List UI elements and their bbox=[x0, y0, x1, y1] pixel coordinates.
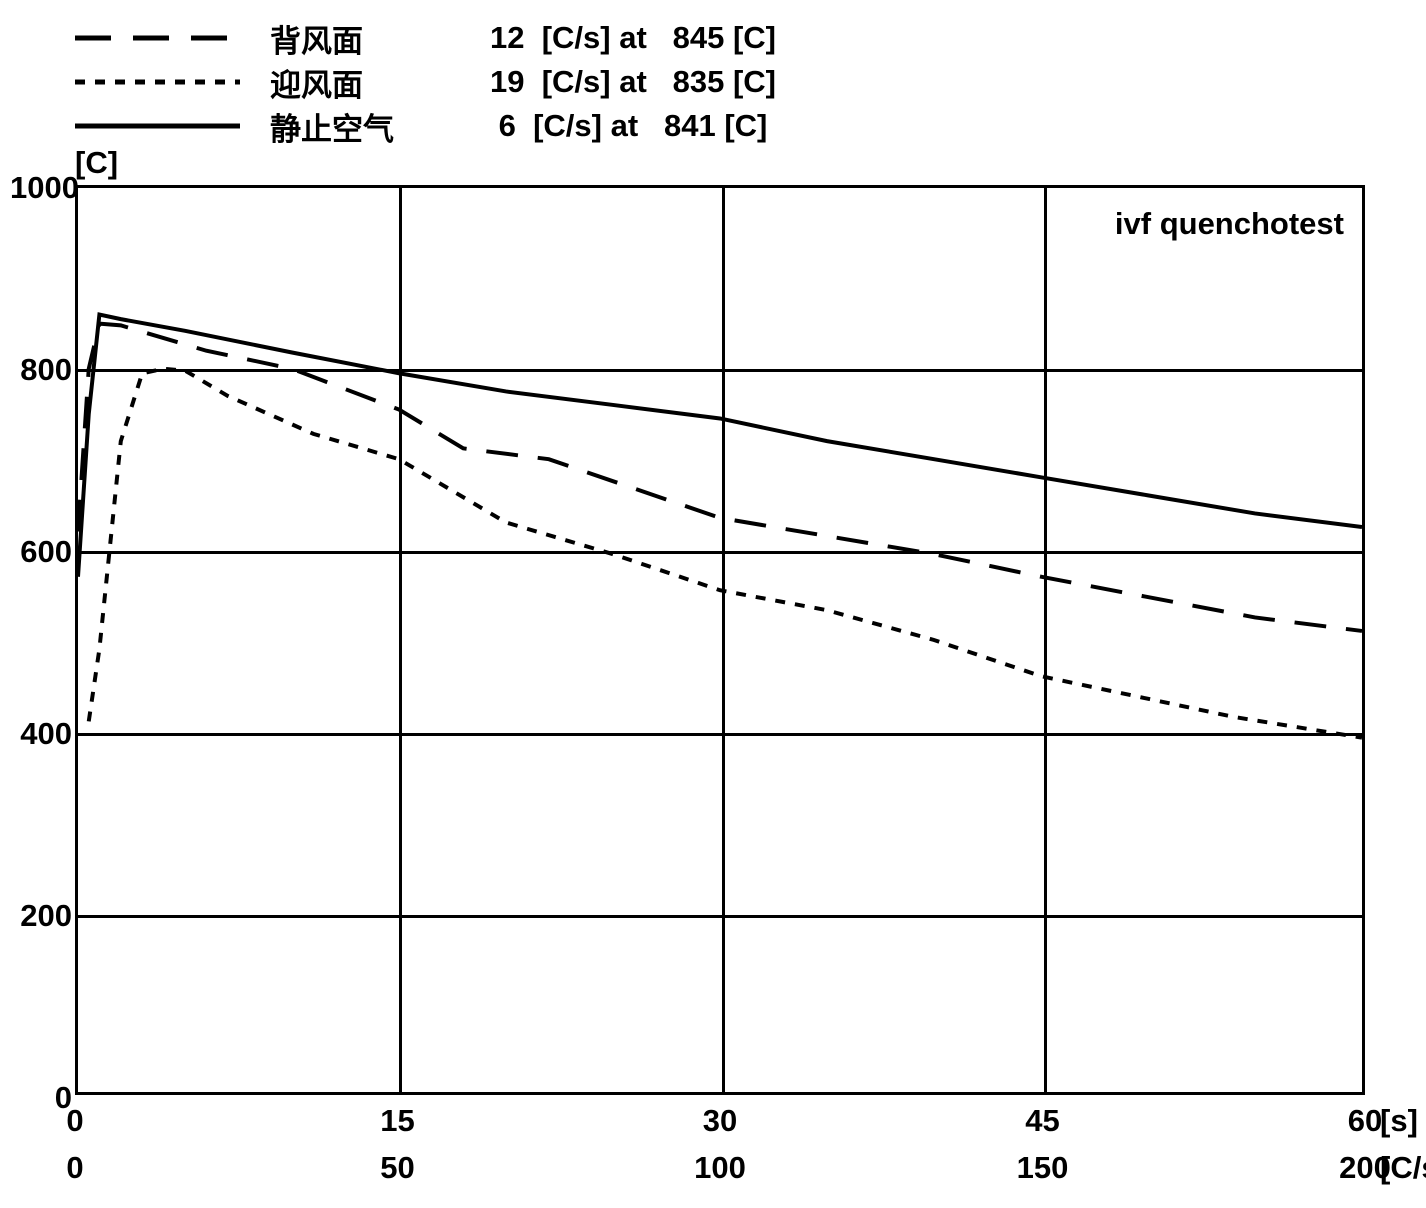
legend-item-short-dash: 迎风面 19 [C/s] at 835 [C] bbox=[75, 64, 776, 100]
y-tick-label: 400 bbox=[10, 716, 72, 752]
x-tick-label-secondary: 0 bbox=[66, 1150, 83, 1186]
legend-sample-solid bbox=[75, 108, 240, 144]
y-tick-label: 0 bbox=[10, 1080, 72, 1116]
legend-item-long-dash: 背风面 12 [C/s] at 845 [C] bbox=[75, 20, 776, 56]
y-tick-label: 600 bbox=[10, 534, 72, 570]
legend-sample-short-dash bbox=[75, 64, 240, 100]
legend: 背风面 12 [C/s] at 845 [C] 迎风面 19 [C/s] at … bbox=[75, 20, 776, 144]
x-tick-label-primary: 60 bbox=[1348, 1103, 1382, 1139]
x-tick-label-primary: 15 bbox=[380, 1103, 414, 1139]
legend-values: 19 [C/s] at 835 [C] bbox=[490, 64, 776, 100]
legend-label: 背风面 bbox=[270, 16, 410, 61]
chart-svg bbox=[78, 188, 1362, 1092]
legend-values: 12 [C/s] at 845 [C] bbox=[490, 20, 776, 56]
series-long-dash bbox=[78, 324, 1362, 631]
chart-plot-area: ivf quenchotest 02004006008001000 bbox=[75, 185, 1365, 1095]
y-tick-label: 1000 bbox=[10, 170, 72, 206]
x-tick-label-primary: 0 bbox=[66, 1103, 83, 1139]
x-tick-label-secondary: 150 bbox=[1017, 1150, 1069, 1186]
y-tick-label: 800 bbox=[10, 352, 72, 388]
x-tick-label-secondary: 100 bbox=[694, 1150, 746, 1186]
legend-sample-long-dash bbox=[75, 20, 240, 56]
x-tick-label-primary: 30 bbox=[703, 1103, 737, 1139]
y-tick-label: 200 bbox=[10, 898, 72, 934]
legend-label: 迎风面 bbox=[270, 60, 410, 105]
legend-item-solid: 静止空气 6 [C/s] at 841 [C] bbox=[75, 108, 776, 144]
series-solid bbox=[78, 315, 1362, 577]
x-axis-unit-primary: [s] bbox=[1380, 1103, 1418, 1139]
legend-label: 静止空气 bbox=[270, 104, 410, 149]
x-tick-label-primary: 45 bbox=[1025, 1103, 1059, 1139]
x-axis-unit-secondary: [C/s] bbox=[1380, 1150, 1426, 1186]
x-tick-label-secondary: 50 bbox=[380, 1150, 414, 1186]
series-short-dash bbox=[89, 369, 1362, 738]
legend-values: 6 [C/s] at 841 [C] bbox=[490, 108, 767, 144]
y-axis-unit: [C] bbox=[75, 145, 118, 181]
